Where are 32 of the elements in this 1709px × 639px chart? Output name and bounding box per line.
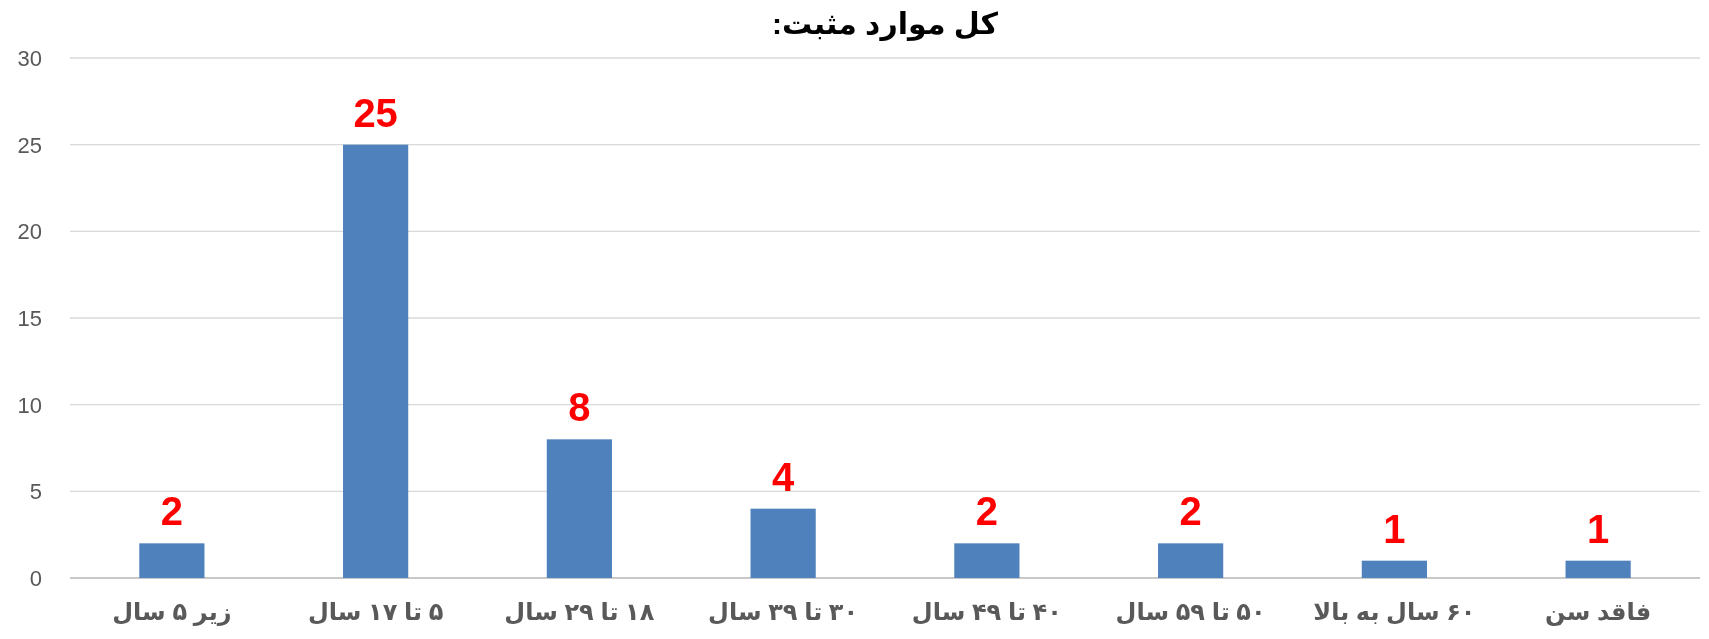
x-tick-label: ۵۰ تا ۵۹ سال: [1115, 598, 1266, 625]
x-tick-label: ۱۸ تا ۲۹ سال: [504, 598, 655, 625]
x-tick-label: فاقد سن: [1545, 598, 1652, 626]
bar: [1158, 543, 1224, 578]
data-label: 1: [1383, 506, 1406, 551]
y-tick-label: 5: [29, 479, 42, 505]
y-tick-label: 15: [17, 306, 42, 331]
bar: [546, 439, 612, 578]
bar: [343, 144, 409, 578]
bar: [139, 543, 205, 578]
y-tick-label: 25: [17, 132, 42, 158]
y-tick-label: 0: [29, 566, 42, 591]
data-label: 2: [160, 489, 183, 534]
chart-title: کل موارد مثبت:: [771, 7, 999, 41]
bar: [1361, 560, 1427, 578]
data-label: 25: [353, 90, 398, 135]
x-tick-label: ۴۰ تا ۴۹ سال: [911, 598, 1062, 625]
bar: [954, 543, 1020, 578]
y-tick-label: 20: [17, 219, 42, 245]
data-label: 2: [975, 489, 998, 534]
data-label: 8: [568, 385, 591, 430]
x-tick-label: ۳۰ تا ۳۹ سال: [708, 598, 859, 625]
y-tick-label: 10: [17, 392, 42, 418]
y-tick-label: 30: [17, 46, 42, 71]
bar: [750, 508, 816, 578]
data-label: 4: [772, 454, 795, 499]
data-label: 1: [1587, 506, 1610, 551]
bar: [1565, 560, 1631, 578]
x-tick-label: ۵ تا ۱۷ سال: [307, 598, 444, 625]
x-tick-label: ۶۰ سال به بالا: [1313, 598, 1476, 625]
x-tick-label: زیر ۵ سال: [112, 598, 232, 626]
data-label: 2: [1179, 489, 1202, 534]
